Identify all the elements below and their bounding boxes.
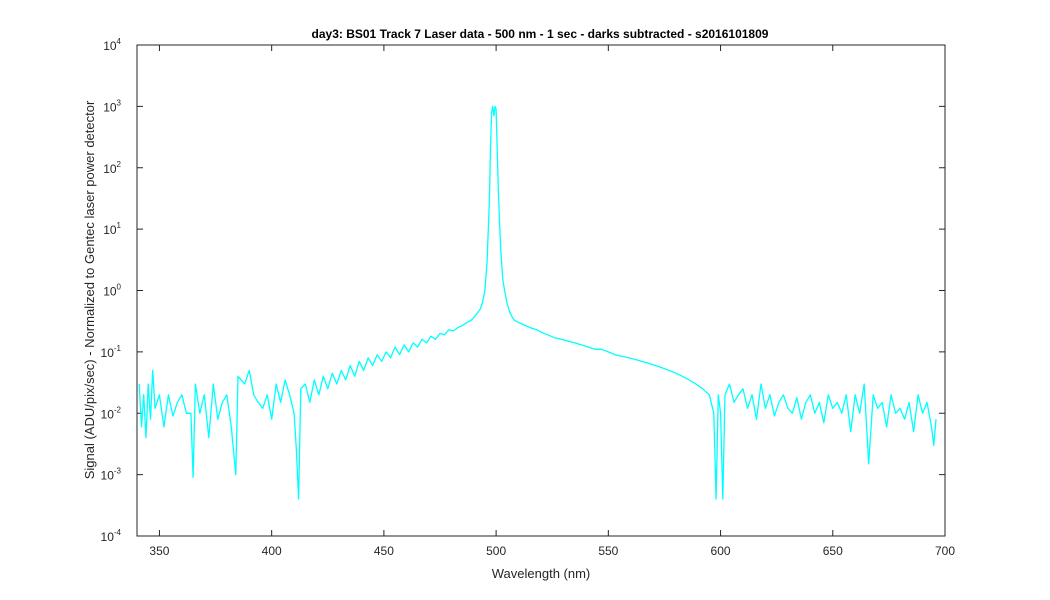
- spectrum-line: [138, 105, 937, 500]
- y-tick-label: 10-4: [101, 528, 122, 544]
- x-tick-label: 650: [823, 544, 843, 558]
- x-tick-label: 450: [374, 544, 394, 558]
- y-tick-label: 10-1: [101, 344, 122, 360]
- x-tick-label: 350: [149, 544, 169, 558]
- x-tick-label: 400: [262, 544, 282, 558]
- x-tick-label: 600: [711, 544, 731, 558]
- x-tick-label: 500: [486, 544, 506, 558]
- y-tick-label: 101: [103, 221, 121, 237]
- x-tick-labels: 350 400 450 500 550 600 650 700: [149, 544, 955, 558]
- y-tick-label: 10-2: [101, 405, 122, 421]
- y-tick-label: 102: [103, 160, 121, 176]
- x-tick-label: 700: [935, 544, 955, 558]
- plot-area: [136, 44, 946, 537]
- x-axis-label: Wavelength (nm): [492, 566, 591, 581]
- chart-title: day3: BS01 Track 7 Laser data - 500 nm -…: [312, 27, 769, 41]
- y-tick-labels: 10-4 10-3 10-2 10-1 100 101 102 103 104: [101, 37, 122, 544]
- x-tick-label: 550: [598, 544, 618, 558]
- y-tick-label: 103: [103, 98, 121, 114]
- y-tick-label: 100: [103, 283, 121, 299]
- axis-ticks: [137, 44, 946, 537]
- y-tick-label: 104: [103, 37, 121, 53]
- y-axis-label: Signal (ADU/pix/sec) - Normalized to Gen…: [82, 100, 97, 479]
- y-tick-label: 10-3: [101, 467, 122, 483]
